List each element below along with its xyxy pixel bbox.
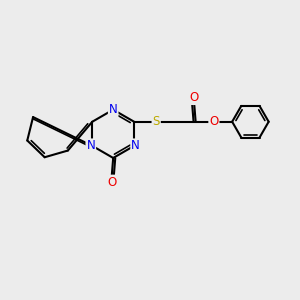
Text: N: N <box>131 140 140 152</box>
Text: O: O <box>209 115 218 128</box>
Text: S: S <box>152 115 160 128</box>
Text: O: O <box>190 91 199 104</box>
Text: N: N <box>109 103 118 116</box>
Text: N: N <box>86 140 95 152</box>
Text: O: O <box>107 176 116 189</box>
